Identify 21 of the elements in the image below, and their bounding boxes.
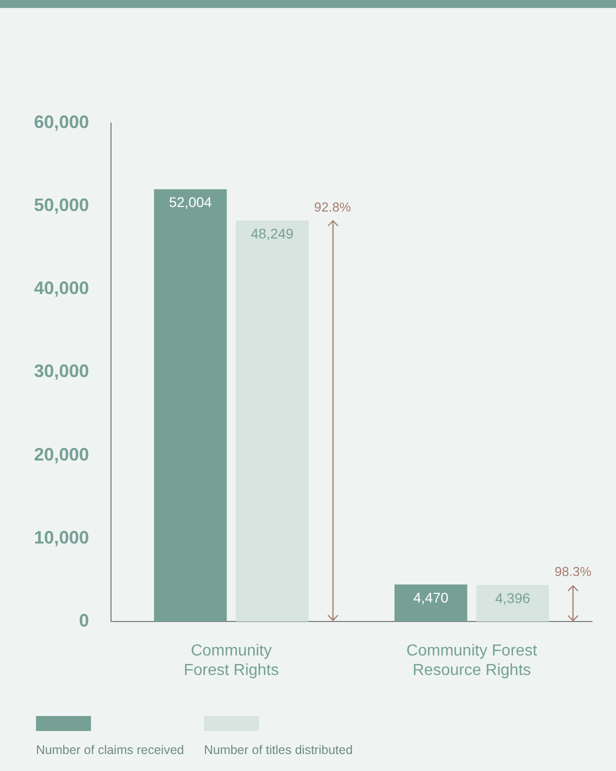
data-label: 4,396 — [495, 590, 530, 606]
x-tick-label: Community Forest Resource Rights — [406, 642, 538, 679]
x-tick-label: Community Forest Rights — [184, 642, 279, 679]
legend-label: Number of claims received — [36, 743, 184, 757]
y-tick-label: 0 — [79, 610, 90, 631]
data-label: 4,470 — [413, 589, 449, 606]
y-tick-label: 50,000 — [34, 194, 90, 215]
data-label: 48,249 — [250, 225, 294, 242]
y-tick-label: 30,000 — [34, 361, 90, 382]
y-tick-label: 60,000 — [34, 112, 90, 132]
annotation: 92.8% — [314, 200, 352, 215]
y-tick-label: 10,000 — [34, 527, 90, 548]
y-tick-label: 40,000 — [34, 278, 90, 298]
annotation: 98.3% — [554, 564, 592, 580]
bar — [476, 585, 550, 622]
y-tick-label: 20,000 — [34, 444, 90, 464]
bar — [394, 584, 468, 622]
bar — [236, 220, 309, 622]
bar — [154, 189, 227, 622]
data-label: 52,004 — [168, 194, 212, 210]
legend-label: Number of titles distributed — [204, 743, 353, 757]
